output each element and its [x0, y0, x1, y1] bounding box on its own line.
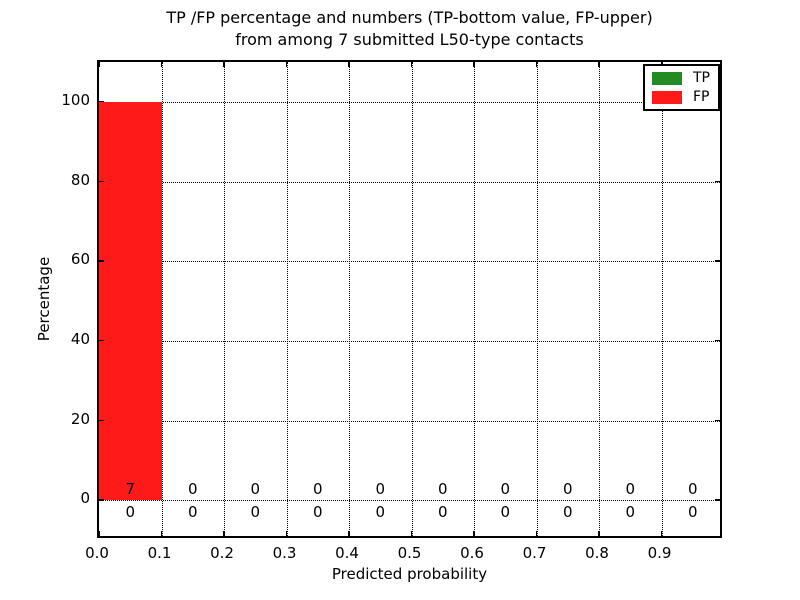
y-tick-mark	[715, 419, 720, 421]
fp-count-label: 0	[562, 480, 573, 499]
fp-count-label: 0	[187, 480, 198, 499]
y-tick-mark	[99, 100, 104, 103]
tp-legend-label: TP	[693, 70, 710, 86]
y-tick-mark	[99, 339, 104, 342]
x-tick-mark	[98, 62, 100, 67]
fp-count-label: 0	[250, 480, 261, 499]
y-tick-mark	[715, 180, 720, 182]
x-tick-mark	[348, 62, 350, 67]
x-tick-mark	[285, 531, 287, 536]
legend-item-fp: FP	[652, 90, 710, 104]
x-tick-mark	[410, 531, 412, 536]
tp-count-label: 0	[500, 503, 511, 522]
x-tick-mark	[598, 531, 600, 536]
x-tick-mark	[223, 531, 225, 536]
fp-count-label: 7	[125, 480, 136, 499]
horizontal-gridline	[99, 420, 720, 422]
fp-count-label: 0	[500, 480, 511, 499]
horizontal-gridline	[99, 500, 720, 502]
fp-count-label: 0	[437, 480, 448, 499]
vertical-gridline	[224, 62, 225, 536]
vertical-gridline	[599, 62, 600, 536]
x-tick-mark	[473, 531, 475, 536]
tp-legend-swatch	[652, 71, 682, 85]
tp-count-label: 0	[687, 503, 698, 522]
x-tick-label: 0.8	[585, 544, 609, 562]
plot-area: TP FP 0 0 0 0 0 0 0 0 0 0 7 0 0 0 0 0 0 0 0 0	[97, 60, 722, 538]
x-tick-label: 0.2	[210, 544, 234, 562]
vertical-gridline	[349, 62, 350, 536]
x-axis-label: Predicted probability	[331, 565, 488, 583]
x-tick-mark	[660, 531, 662, 536]
x-tick-mark	[160, 62, 162, 67]
vertical-gridline	[661, 62, 663, 536]
y-tick-label: 100	[61, 90, 90, 109]
x-tick-mark	[535, 62, 537, 67]
fp-count-label: 0	[687, 480, 698, 499]
chart-title: TP /FP percentage and numbers (TP-bottom…	[97, 7, 722, 51]
x-tick-mark	[285, 62, 287, 67]
vertical-gridline	[286, 62, 288, 536]
vertical-gridline	[161, 62, 163, 536]
horizontal-gridline	[99, 261, 720, 263]
fp-count-label: 0	[375, 480, 386, 499]
y-tick-mark	[715, 339, 720, 342]
x-tick-label: 0.5	[397, 544, 422, 562]
y-tick-mark	[99, 260, 104, 262]
horizontal-gridline	[99, 340, 720, 342]
tp-count-label: 0	[625, 503, 636, 522]
tp-count-label: 0	[250, 503, 261, 522]
x-tick-label: 0.9	[647, 544, 672, 562]
y-tick-label: 60	[70, 250, 90, 269]
fp-legend-label: FP	[693, 89, 710, 105]
fp-bar	[99, 101, 162, 501]
tp-count-label: 0	[437, 503, 448, 522]
vertical-gridline	[536, 62, 538, 536]
tp-count-label: 0	[125, 503, 136, 522]
x-tick-label: 0.7	[522, 544, 547, 562]
chart-title-line1: TP /FP percentage and numbers (TP-bottom…	[166, 8, 653, 27]
y-tick-label: 80	[70, 170, 90, 189]
x-tick-mark	[223, 62, 225, 67]
tp-count-label: 0	[375, 503, 386, 522]
x-tick-label: 0.3	[272, 544, 297, 562]
x-tick-label: 0.6	[460, 544, 484, 562]
tp-count-label: 0	[187, 503, 198, 522]
horizontal-gridline	[99, 181, 720, 183]
tp-count-label: 0	[312, 503, 323, 522]
vertical-gridline	[411, 62, 413, 536]
x-tick-mark	[160, 531, 162, 536]
legend: TP FP	[643, 64, 720, 111]
horizontal-gridline	[99, 101, 720, 103]
y-tick-mark	[99, 180, 104, 182]
x-tick-label: 0.4	[335, 544, 359, 562]
x-tick-mark	[98, 531, 100, 536]
x-tick-label: 0.1	[147, 544, 172, 562]
vertical-gridline	[474, 62, 475, 536]
y-axis-label: Percentage	[35, 256, 53, 342]
y-tick-label: 40	[70, 329, 90, 348]
x-tick-mark	[598, 62, 600, 67]
x-tick-label: 0.0	[85, 544, 109, 562]
y-tick-label: 20	[70, 409, 90, 428]
x-tick-mark	[410, 62, 412, 67]
x-tick-mark	[348, 531, 350, 536]
tp-count-label: 0	[562, 503, 573, 522]
x-tick-mark	[473, 62, 475, 67]
chart-title-line2: from among 7 submitted L50-type contacts	[235, 30, 584, 49]
fp-count-label: 0	[625, 480, 636, 499]
y-tick-mark	[715, 260, 720, 262]
legend-item-tp: TP	[652, 71, 710, 85]
y-tick-label: 0	[80, 489, 90, 508]
x-tick-mark	[535, 531, 537, 536]
y-tick-mark	[99, 499, 104, 501]
fp-legend-swatch	[652, 90, 682, 104]
y-tick-mark	[715, 499, 720, 501]
fp-count-label: 0	[312, 480, 323, 499]
y-tick-mark	[99, 419, 104, 421]
